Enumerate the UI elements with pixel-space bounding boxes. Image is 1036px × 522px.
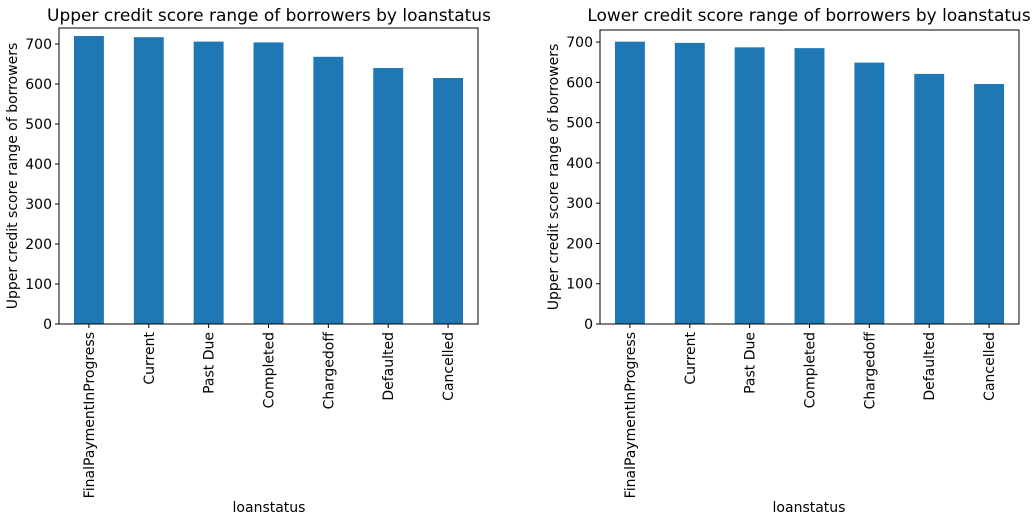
x-tick-label: Cancelled xyxy=(982,332,998,401)
y-tick-label: 700 xyxy=(566,35,593,51)
bar-current xyxy=(133,37,164,324)
bar-finalpaymentinprogress xyxy=(614,41,645,325)
x-tick-label: Defaulted xyxy=(922,332,938,401)
y-tick-label: 300 xyxy=(566,196,593,212)
x-tick-label: FinalPaymentInProgress xyxy=(82,332,98,498)
y-tick-label: 300 xyxy=(25,197,52,213)
bar-current xyxy=(674,42,705,325)
y-tick-label: 600 xyxy=(25,77,52,93)
bar-cancelled xyxy=(433,78,464,324)
x-tick-label: Completed xyxy=(262,332,278,408)
chart-upper-credit-score: Upper credit score range of borrowers by… xyxy=(5,6,491,516)
x-tick-label: Chargedoff xyxy=(862,332,878,410)
bar-chargedoff xyxy=(854,62,885,324)
y-tick-label: 600 xyxy=(566,75,593,91)
chart-title: Upper credit score range of borrowers by… xyxy=(47,6,491,26)
y-tick-label: 500 xyxy=(25,117,52,133)
bar-past-due xyxy=(734,47,765,324)
bar-group xyxy=(614,41,1005,325)
y-tick-label: 400 xyxy=(25,157,52,173)
chart-lower-credit-score: Lower credit score range of borrowers by… xyxy=(546,6,1031,516)
x-axis-label: loanstatus xyxy=(233,500,306,516)
y-tick-label: 500 xyxy=(566,116,593,132)
y-axis-label: Upper credit score range of borrowers xyxy=(546,44,562,311)
bar-cancelled xyxy=(974,83,1005,324)
y-tick-label: 100 xyxy=(566,277,593,293)
x-tick-label: Chargedoff xyxy=(321,332,337,410)
y-tick-label: 700 xyxy=(25,37,52,53)
bar-defaulted xyxy=(914,73,945,325)
x-tick-label: Current xyxy=(142,332,158,385)
y-axis-ticks: 0 100 200 300 400 500 600 700 xyxy=(566,35,600,333)
chart-title: Lower credit score range of borrowers by… xyxy=(587,6,1031,26)
y-axis-ticks: 0 100 200 300 400 500 600 700 xyxy=(25,37,59,333)
y-tick-label: 400 xyxy=(566,156,593,172)
y-tick-label: 0 xyxy=(43,317,52,333)
x-tick-label: FinalPaymentInProgress xyxy=(623,332,639,498)
bar-group xyxy=(73,36,464,325)
bar-completed xyxy=(253,42,284,325)
x-tick-label: Defaulted xyxy=(381,332,397,401)
x-tick-label: Cancelled xyxy=(441,332,457,401)
y-tick-label: 100 xyxy=(25,277,52,293)
bar-finalpaymentinprogress xyxy=(73,36,104,324)
x-axis-ticks: FinalPaymentInProgress Current Past Due Com… xyxy=(82,324,457,498)
bar-defaulted xyxy=(373,68,404,324)
x-axis-label: loanstatus xyxy=(773,500,846,516)
y-tick-label: 200 xyxy=(566,236,593,252)
x-tick-label: Past Due xyxy=(743,332,759,394)
bar-chargedoff xyxy=(313,56,344,325)
plot-frame xyxy=(599,29,1020,325)
x-axis-ticks: FinalPaymentInProgress Current Past Due Com… xyxy=(623,324,998,498)
bar-past-due xyxy=(193,41,224,324)
y-tick-label: 200 xyxy=(25,237,52,253)
y-axis-label: Upper credit score range of borrowers xyxy=(5,43,21,310)
bar-completed xyxy=(794,48,825,324)
plot-frame xyxy=(58,27,479,325)
x-tick-label: Past Due xyxy=(202,332,218,394)
y-tick-label: 0 xyxy=(584,317,593,333)
x-tick-label: Completed xyxy=(803,332,819,408)
x-tick-label: Current xyxy=(683,332,699,385)
